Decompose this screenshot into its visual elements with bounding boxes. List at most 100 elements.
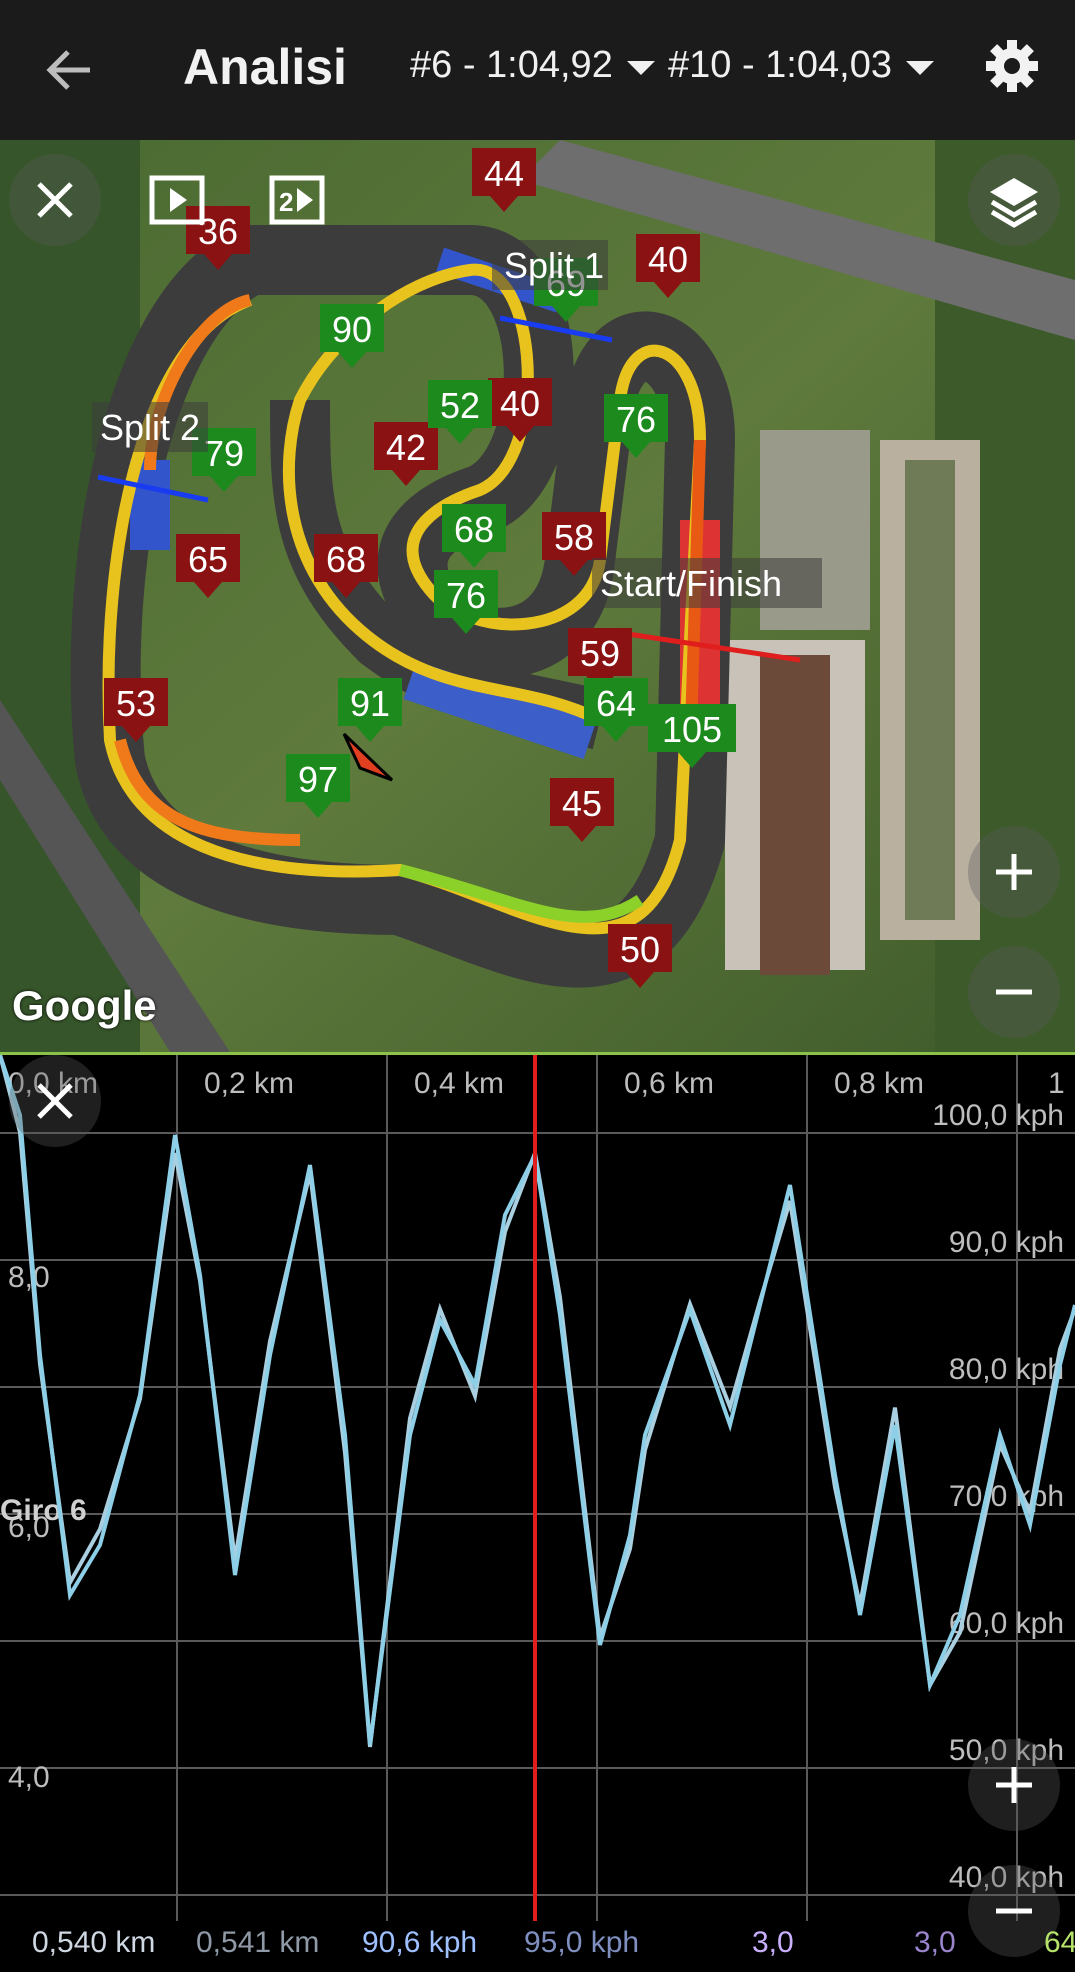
svg-text:68: 68 <box>326 539 366 580</box>
layers-button[interactable] <box>968 154 1060 246</box>
max-speed-marker: 36 <box>186 206 250 270</box>
minus-icon <box>996 1908 1032 1914</box>
chart-grid <box>0 1055 1075 1921</box>
svg-text:76: 76 <box>616 399 656 440</box>
svg-text:58: 58 <box>554 517 594 558</box>
min-speed-marker: 90 <box>320 304 384 368</box>
y-tick: 100,0 kph <box>932 1099 1064 1132</box>
svg-text:52: 52 <box>440 385 480 426</box>
zoom-in-chart-button[interactable] <box>968 1739 1060 1831</box>
zoom-out-chart-button[interactable] <box>968 1865 1060 1957</box>
svg-text:45: 45 <box>562 783 602 824</box>
svg-text:42: 42 <box>386 427 426 468</box>
plus-icon <box>996 1767 1032 1803</box>
max-speed-marker: 68 <box>314 534 378 598</box>
svg-text:79: 79 <box>204 433 244 474</box>
min-speed-marker: 91 <box>338 678 402 742</box>
svg-text:68: 68 <box>454 509 494 550</box>
y-tick: 70,0 kph <box>949 1480 1064 1513</box>
readout-distance-a: 0,540 km <box>32 1926 156 1959</box>
lap-a-select[interactable]: #6 - 1:04,92 <box>410 44 655 87</box>
min-speed-marker: 52 <box>428 380 492 444</box>
max-speed-marker: 53 <box>104 678 168 742</box>
google-logo: Google <box>12 982 157 1029</box>
chevron-down-icon <box>626 60 655 75</box>
svg-text:76: 76 <box>446 575 486 616</box>
chevron-down-icon <box>905 60 934 75</box>
max-speed-marker: 40 <box>636 234 700 298</box>
layers-icon <box>990 178 1038 228</box>
svg-text:64: 64 <box>596 683 636 724</box>
gear-icon <box>986 40 1038 92</box>
x-tick: 0,6 km <box>624 1067 714 1100</box>
y-tick: 90,0 kph <box>949 1226 1064 1259</box>
max-speed-marker: 42 <box>374 422 438 486</box>
series-label: Giro 6 <box>0 1494 87 1527</box>
close-chart-button[interactable] <box>9 1055 101 1147</box>
page-title: Analisi <box>183 39 347 95</box>
lap-a-label: #6 - 1:04,92 <box>410 44 613 86</box>
split1-label: Split 1 <box>504 245 604 286</box>
readout-distance-b: 0,541 km <box>196 1926 320 1959</box>
svg-text:59: 59 <box>580 633 620 674</box>
min-speed-marker: 68 <box>442 504 506 568</box>
play-2x-icon: 2 <box>269 175 325 225</box>
app-bar: Analisi #6 - 1:04,92 #10 - 1:04,03 <box>0 0 1075 140</box>
y-tick: 50,0 kph <box>949 1734 1064 1767</box>
settings-button[interactable] <box>982 36 1042 96</box>
split2-label: Split 2 <box>100 407 200 448</box>
svg-text:105: 105 <box>662 709 722 750</box>
play-button[interactable] <box>142 165 212 235</box>
lap-b-select[interactable]: #10 - 1:04,03 <box>668 44 934 87</box>
readout-g-b: 3,0 <box>914 1926 956 1959</box>
max-speed-marker: 50 <box>608 924 672 988</box>
minus-icon <box>996 989 1032 995</box>
max-speed-marker: 44 <box>472 148 536 212</box>
y-left-tick: 8,0 <box>8 1261 50 1294</box>
x-tick: 0,4 km <box>414 1067 504 1100</box>
y-tick: 80,0 kph <box>949 1353 1064 1386</box>
x-tick: 0,8 km <box>834 1067 924 1100</box>
max-speed-marker: 40 <box>488 378 552 442</box>
max-speed-marker: 59 <box>568 628 632 692</box>
zoom-out-map-button[interactable] <box>968 946 1060 1038</box>
play-icon <box>149 175 205 225</box>
y-tick: 60,0 kph <box>949 1607 1064 1640</box>
max-speed-marker: 65 <box>176 534 240 598</box>
min-speed-marker: 64 <box>584 678 648 742</box>
track-map[interactable]: 44 40 40 42 59 45 50 53 65 68 58 36 69 9… <box>0 140 1075 1052</box>
svg-text:91: 91 <box>350 683 390 724</box>
zoom-in-map-button[interactable] <box>968 826 1060 918</box>
svg-text:50: 50 <box>620 929 660 970</box>
arrow-left-icon <box>46 50 90 90</box>
readout-speed-a: 90,6 kph <box>362 1926 478 1959</box>
svg-text:90: 90 <box>332 309 372 350</box>
cursor-readout: 0,540 km 0,541 km 90,6 kph 95,0 kph 3,0 … <box>0 1918 1075 1969</box>
x-tick: 1 <box>1048 1067 1065 1100</box>
x-tick: 0,0 km <box>8 1067 98 1100</box>
plus-icon <box>996 854 1032 890</box>
satellite-map: 44 40 40 42 59 45 50 53 65 68 58 36 69 9… <box>0 140 1075 1052</box>
svg-text:53: 53 <box>116 683 156 724</box>
close-icon <box>37 182 73 218</box>
svg-text:36: 36 <box>198 211 238 252</box>
readout-extra: 64 <box>1044 1926 1075 1959</box>
telemetry-chart[interactable]: 0,0 km 0,2 km 0,4 km 0,6 km 0,8 km 1 100… <box>0 1052 1075 1972</box>
min-speed-marker: 105 <box>648 704 736 768</box>
speed-chart: 0,0 km 0,2 km 0,4 km 0,6 km 0,8 km 1 100… <box>0 1054 1075 1921</box>
close-icon <box>37 1083 73 1119</box>
play-2x-button[interactable]: 2 <box>262 165 332 235</box>
svg-text:2: 2 <box>279 187 293 217</box>
back-button[interactable] <box>38 40 98 100</box>
lap-b-label: #10 - 1:04,03 <box>668 44 892 86</box>
min-speed-marker: 76 <box>434 570 498 634</box>
svg-text:65: 65 <box>188 539 228 580</box>
min-speed-marker: 76 <box>604 394 668 458</box>
start-finish-label: Start/Finish <box>600 563 782 604</box>
svg-text:40: 40 <box>648 239 688 280</box>
x-tick: 0,2 km <box>204 1067 294 1100</box>
close-map-button[interactable] <box>9 154 101 246</box>
svg-text:97: 97 <box>298 759 338 800</box>
max-speed-marker: 45 <box>550 778 614 842</box>
max-speed-marker: 58 <box>542 512 606 576</box>
